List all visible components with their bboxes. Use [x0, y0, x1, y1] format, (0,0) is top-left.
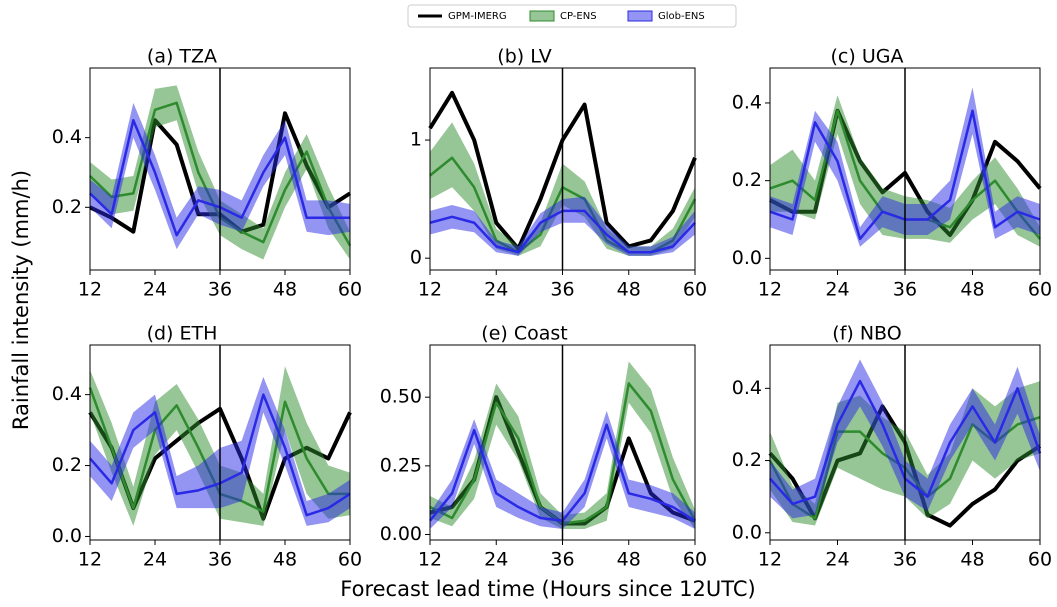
y-tick-label: 0.4 [732, 91, 762, 113]
x-tick-label: 12 [78, 279, 102, 301]
x-tick-label: 36 [208, 549, 232, 571]
y-tick-label: 0.4 [52, 126, 82, 148]
panel-title: (b) LV [497, 46, 551, 68]
y-tick-label: 0.0 [52, 525, 82, 547]
panel-title: (c) UGA [831, 46, 904, 68]
legend-swatch [529, 10, 555, 22]
x-tick-label: 60 [683, 279, 707, 301]
panel-title: (e) Coast [481, 323, 567, 345]
x-tick-label: 48 [273, 549, 297, 571]
legend [407, 4, 737, 28]
x-tick-label: 60 [683, 549, 707, 571]
x-tick-label: 36 [550, 549, 574, 571]
y-tick-label: 0.2 [732, 449, 762, 471]
y-tick-label: 1 [410, 129, 422, 151]
ensemble-spread [430, 410, 695, 530]
panel-title: (a) TZA [147, 46, 217, 68]
legend-label: CP-ENS [560, 11, 597, 22]
legend-label: Glob-ENS [658, 11, 705, 22]
x-tick-label: 12 [758, 279, 782, 301]
x-tick-label: 60 [338, 549, 362, 571]
x-tick-label: 60 [1028, 549, 1052, 571]
x-tick-label: 36 [893, 549, 917, 571]
y-tick-label: 0.4 [732, 377, 762, 399]
x-tick-label: 48 [960, 549, 984, 571]
y-axis-label: Rainfall intensity (mm/h) [9, 170, 33, 430]
ensemble-spread [430, 196, 695, 256]
x-tick-label: 48 [960, 279, 984, 301]
x-tick-label: 24 [143, 549, 167, 571]
x-axis-label: Forecast lead time (Hours since 12UTC) [340, 577, 755, 601]
y-tick-label: 0.0 [732, 247, 762, 269]
y-tick-label: 0.0 [732, 521, 762, 543]
y-tick-label: 0.25 [380, 454, 422, 476]
x-tick-label: 48 [273, 279, 297, 301]
legend-label: GPM-IMERG [448, 11, 507, 22]
x-tick-label: 12 [418, 549, 442, 571]
y-tick-label: 0.4 [52, 383, 82, 405]
x-tick-label: 24 [143, 279, 167, 301]
x-tick-label: 36 [208, 279, 232, 301]
ensemble-spread [770, 95, 1040, 247]
x-tick-label: 48 [617, 279, 641, 301]
y-tick-label: 0.2 [732, 169, 762, 191]
ensemble-spread [770, 87, 1040, 247]
y-tick-label: 0.50 [380, 386, 422, 408]
panel-title: (f) NBO [832, 323, 901, 345]
x-tick-label: 12 [418, 279, 442, 301]
x-tick-label: 12 [78, 549, 102, 571]
panel-title: (d) ETH [147, 323, 218, 345]
x-tick-label: 60 [338, 279, 362, 301]
y-tick-label: 0 [410, 247, 422, 269]
y-tick-label: 0.00 [380, 523, 422, 545]
x-tick-label: 12 [758, 549, 782, 571]
x-tick-label: 60 [1028, 279, 1052, 301]
ensemble-spread [770, 359, 1040, 519]
x-tick-label: 36 [893, 279, 917, 301]
y-tick-label: 0.2 [52, 454, 82, 476]
legend-swatch [627, 10, 653, 22]
x-tick-label: 36 [550, 279, 574, 301]
x-tick-label: 24 [484, 279, 508, 301]
x-tick-label: 24 [484, 549, 508, 571]
y-tick-label: 0.2 [52, 196, 82, 218]
x-tick-label: 24 [825, 279, 849, 301]
x-tick-label: 48 [617, 549, 641, 571]
x-tick-label: 24 [825, 549, 849, 571]
